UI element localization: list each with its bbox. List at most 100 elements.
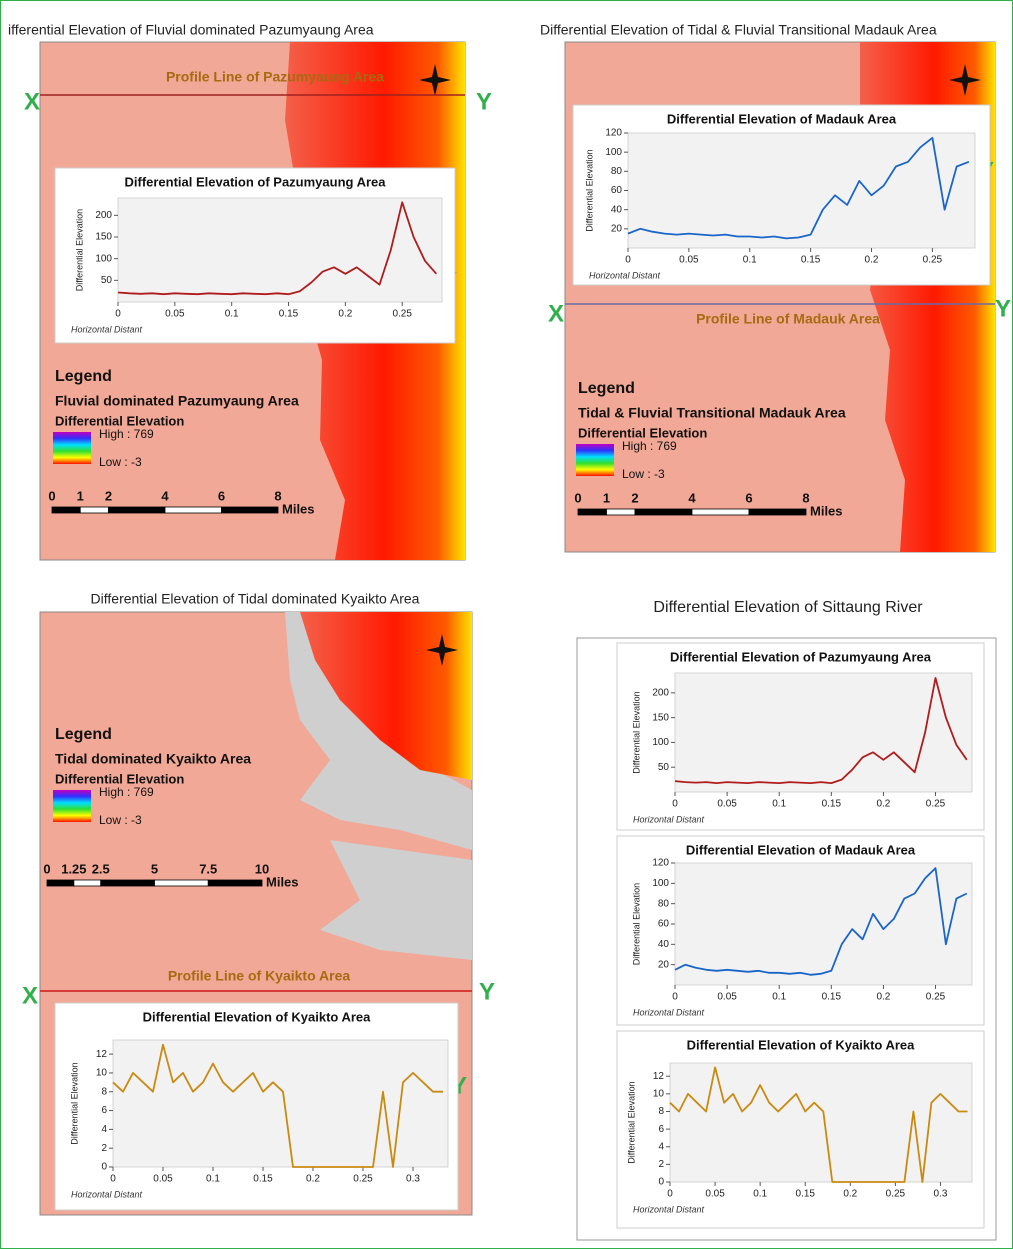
profile-label: Profile Line of Madauk Area — [696, 311, 880, 327]
y-tick-label: 40 — [611, 204, 623, 215]
x-tick-label: 0.25 — [886, 1189, 906, 1200]
legend-area: Tidal & Fluvial Transitional Madauk Area — [578, 405, 846, 421]
y-tick-label: 100 — [652, 737, 669, 748]
y-tick-label: 6 — [101, 1105, 107, 1116]
profile-label: Profile Line of Pazumyaung Area — [166, 69, 384, 85]
y-tick-label: 4 — [658, 1141, 664, 1152]
y-axis-label: Differential Elevation — [584, 149, 594, 231]
x-tick-label: 0.05 — [679, 255, 699, 266]
x-tick-label: 0.1 — [225, 309, 239, 320]
x-tick-label: 0 — [110, 1174, 116, 1185]
x-tick-label: 0.05 — [705, 1189, 725, 1200]
x-axis-label: Horizontal Distant — [589, 270, 661, 280]
x-tick-label: 0.25 — [353, 1174, 373, 1185]
y-tick-label: 150 — [652, 712, 669, 723]
scale-label: 1.25 — [61, 861, 86, 876]
y-tick-label: 6 — [658, 1124, 664, 1135]
y-tick-label: 20 — [611, 223, 623, 234]
y-tick-label: 50 — [101, 275, 113, 286]
x-tick-label: 0.05 — [717, 799, 737, 810]
summary-title: Differential Elevation of Sittaung River — [653, 599, 923, 616]
y-tick-label: 120 — [652, 858, 669, 869]
scale-label: 4 — [688, 490, 696, 505]
x-tick-label: 0.2 — [843, 1189, 857, 1200]
x-axis-label: Horizontal Distant — [633, 1007, 705, 1017]
x-tick-label: 0.1 — [206, 1174, 220, 1185]
scale-label: 8 — [274, 488, 281, 503]
y-tick-label: 200 — [652, 687, 669, 698]
compass — [419, 64, 451, 96]
x-tick-label: 0.25 — [923, 255, 943, 266]
x-tick-label: 0.3 — [406, 1174, 420, 1185]
scale-unit: Miles — [282, 501, 315, 516]
scale-segment — [164, 506, 222, 514]
y-tick-label: 12 — [96, 1049, 108, 1060]
x-tick-label: 0 — [667, 1189, 673, 1200]
legend-low: Low : -3 — [99, 455, 142, 469]
scale-segment — [207, 879, 263, 887]
legend-field: Differential Elevation — [55, 413, 184, 428]
y-tick-label: 0 — [658, 1177, 664, 1188]
scale-label: 1 — [603, 490, 610, 505]
y-tick-label: 10 — [96, 1068, 108, 1079]
compass — [426, 634, 458, 666]
x-axis-label: Horizontal Distant — [71, 324, 143, 334]
relief — [300, 612, 472, 780]
y-tick-label: 8 — [101, 1086, 107, 1097]
chart-title: Differential Elevation of Madauk Area — [686, 842, 916, 857]
scale-label: 2 — [631, 490, 638, 505]
scale-label: 5 — [151, 861, 158, 876]
y-tick-label: 100 — [95, 253, 112, 264]
scale-segment — [100, 879, 155, 887]
scale-unit: Miles — [810, 503, 843, 518]
y-tick-label: 80 — [611, 166, 623, 177]
y-axis-label: Differential Elevation — [631, 883, 641, 965]
x-tick-label: 0.1 — [772, 799, 786, 810]
legend-title: Legend — [578, 380, 635, 397]
plot-area — [674, 672, 973, 793]
x-tick-label: 0.25 — [926, 799, 946, 810]
legend-field: Differential Elevation — [578, 425, 707, 440]
x-tick-label: 0.2 — [338, 309, 352, 320]
scale-label: 4 — [161, 488, 169, 503]
y-tick-label: 2 — [101, 1143, 107, 1154]
x-tick-label: 0 — [115, 309, 121, 320]
x-tick-label: 0.3 — [933, 1189, 947, 1200]
y-tick-label: 100 — [605, 147, 622, 158]
chart-title: Differential Elevation of Pazumyaung Are… — [124, 174, 386, 189]
scale-label: 1 — [77, 488, 84, 503]
x-tick-label: 0.2 — [865, 255, 879, 266]
x-marker: X — [24, 88, 40, 115]
profile-series — [112, 1043, 443, 1168]
y-tick-label: 0 — [101, 1162, 107, 1173]
scale-segment — [748, 508, 807, 516]
x-tick-label: 0 — [672, 992, 678, 1003]
scale-segment — [108, 506, 166, 514]
x-tick-label: 0 — [672, 799, 678, 810]
profile-series — [669, 1066, 968, 1183]
scale-segment — [577, 508, 607, 516]
x-tick-label: 0.1 — [772, 992, 786, 1003]
y-tick-label: 10 — [653, 1088, 665, 1099]
chart-title: Differential Elevation of Pazumyaung Are… — [670, 649, 932, 664]
x-tick-label: 0.2 — [306, 1174, 320, 1185]
scale-label: 2.5 — [92, 861, 110, 876]
x-tick-label: 0.05 — [717, 992, 737, 1003]
scale-label: 7.5 — [199, 861, 217, 876]
legend-ramp — [53, 432, 91, 464]
x-tick-label: 0.15 — [253, 1174, 273, 1185]
scale-label: 2 — [105, 488, 112, 503]
scale-segment — [606, 508, 636, 516]
scale-segment — [154, 879, 209, 887]
y-tick-label: 4 — [101, 1124, 107, 1135]
y-tick-label: 60 — [658, 919, 670, 930]
compass — [949, 64, 981, 96]
legend-low: Low : -3 — [622, 467, 665, 481]
x-tick-label: 0.15 — [279, 309, 299, 320]
scale-segment — [691, 508, 750, 516]
profile-series — [674, 867, 968, 976]
x-tick-label: 0.25 — [926, 992, 946, 1003]
y-tick-label: 80 — [658, 898, 670, 909]
legend-title: Legend — [55, 726, 112, 743]
